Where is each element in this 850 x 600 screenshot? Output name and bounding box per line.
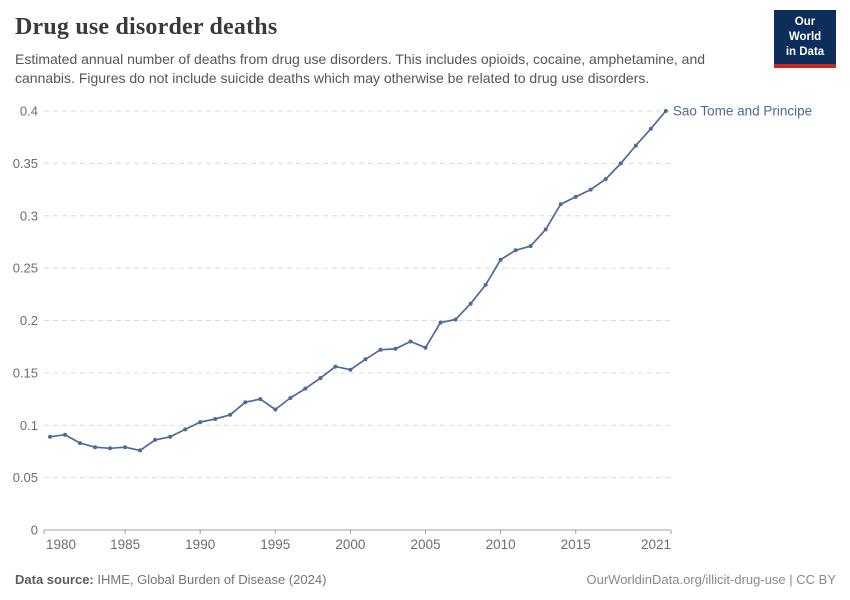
data-point[interactable] bbox=[498, 257, 503, 262]
data-point[interactable] bbox=[213, 417, 218, 421]
logo-line-2: in Data bbox=[785, 45, 825, 58]
logo-line-1: Our World bbox=[788, 16, 822, 43]
x-tick-label: 2000 bbox=[335, 537, 365, 552]
data-point[interactable] bbox=[483, 282, 488, 287]
data-point[interactable] bbox=[228, 412, 233, 417]
data-point[interactable] bbox=[78, 441, 82, 446]
data-point[interactable] bbox=[48, 434, 52, 439]
data-source-text: IHME, Global Burden of Disease (2024) bbox=[97, 572, 327, 587]
data-point[interactable] bbox=[513, 248, 518, 253]
data-point[interactable] bbox=[378, 347, 383, 352]
x-tick-label: 1980 bbox=[46, 537, 76, 552]
data-point[interactable] bbox=[438, 320, 443, 325]
data-point[interactable] bbox=[588, 187, 593, 192]
owid-link-text: OurWorldinData.org/illicit-drug-use | CC… bbox=[586, 572, 837, 587]
chart-subtitle: Estimated annual number of deaths from d… bbox=[15, 51, 706, 87]
data-point[interactable] bbox=[408, 339, 413, 344]
data-point[interactable] bbox=[618, 161, 623, 166]
entity-label[interactable]: Sao Tome and Principe bbox=[673, 104, 812, 119]
data-point[interactable] bbox=[423, 345, 428, 350]
y-tick-label: 0.2 bbox=[20, 313, 38, 328]
x-tick-label: 2010 bbox=[486, 537, 516, 552]
data-point[interactable] bbox=[153, 437, 158, 442]
x-tick-label: 2015 bbox=[561, 537, 591, 552]
x-tick-label: 1995 bbox=[260, 537, 290, 552]
owid-link[interactable]: OurWorldinData.org/illicit-drug-use | CC… bbox=[587, 572, 837, 587]
data-point[interactable] bbox=[348, 367, 353, 372]
data-point[interactable] bbox=[63, 432, 67, 437]
data-point[interactable] bbox=[393, 346, 398, 351]
y-tick-label: 0.15 bbox=[13, 365, 38, 380]
data-source-note: Data source: IHME, Global Burden of Dise… bbox=[15, 572, 326, 587]
data-point[interactable] bbox=[573, 194, 578, 199]
y-tick-label: 0.35 bbox=[13, 156, 38, 171]
x-tick-label: 2005 bbox=[410, 537, 440, 552]
data-point[interactable] bbox=[453, 317, 458, 322]
data-point[interactable] bbox=[303, 386, 308, 391]
data-point[interactable] bbox=[168, 434, 173, 439]
data-point[interactable] bbox=[633, 143, 638, 148]
data-line[interactable] bbox=[49, 110, 667, 452]
x-tick-label: 2021 bbox=[641, 537, 671, 552]
data-point[interactable] bbox=[333, 364, 338, 369]
data-point[interactable] bbox=[123, 445, 128, 450]
data-point[interactable] bbox=[93, 445, 98, 450]
data-point[interactable] bbox=[108, 446, 113, 451]
y-tick-label: 0.3 bbox=[20, 208, 38, 223]
data-point[interactable] bbox=[288, 396, 293, 400]
data-point[interactable] bbox=[258, 397, 263, 402]
data-point[interactable] bbox=[183, 427, 188, 432]
y-tick-label: 0.05 bbox=[13, 470, 38, 485]
data-point[interactable] bbox=[138, 448, 143, 453]
page-title: Drug use disorder deaths bbox=[15, 14, 278, 40]
x-tick-label: 1990 bbox=[185, 537, 215, 552]
data-point[interactable] bbox=[558, 202, 563, 207]
data-source-label: Data source: bbox=[15, 572, 94, 587]
data-point[interactable] bbox=[243, 400, 248, 405]
data-point[interactable] bbox=[648, 126, 653, 131]
y-tick-label: 0.4 bbox=[20, 104, 38, 119]
data-point[interactable] bbox=[468, 301, 473, 306]
data-point[interactable] bbox=[528, 244, 533, 249]
owid-logo[interactable]: Our World in Data bbox=[774, 10, 836, 68]
data-point[interactable] bbox=[603, 177, 608, 182]
y-tick-label: 0 bbox=[31, 523, 38, 538]
data-point[interactable] bbox=[318, 376, 323, 381]
data-point[interactable] bbox=[198, 420, 203, 425]
data-point[interactable] bbox=[543, 227, 548, 232]
y-tick-label: 0.25 bbox=[13, 261, 38, 276]
x-tick-label: 1985 bbox=[110, 537, 140, 552]
data-point[interactable] bbox=[663, 109, 668, 113]
data-point[interactable] bbox=[273, 407, 278, 412]
data-point[interactable] bbox=[363, 357, 368, 362]
y-tick-label: 0.1 bbox=[20, 418, 38, 433]
